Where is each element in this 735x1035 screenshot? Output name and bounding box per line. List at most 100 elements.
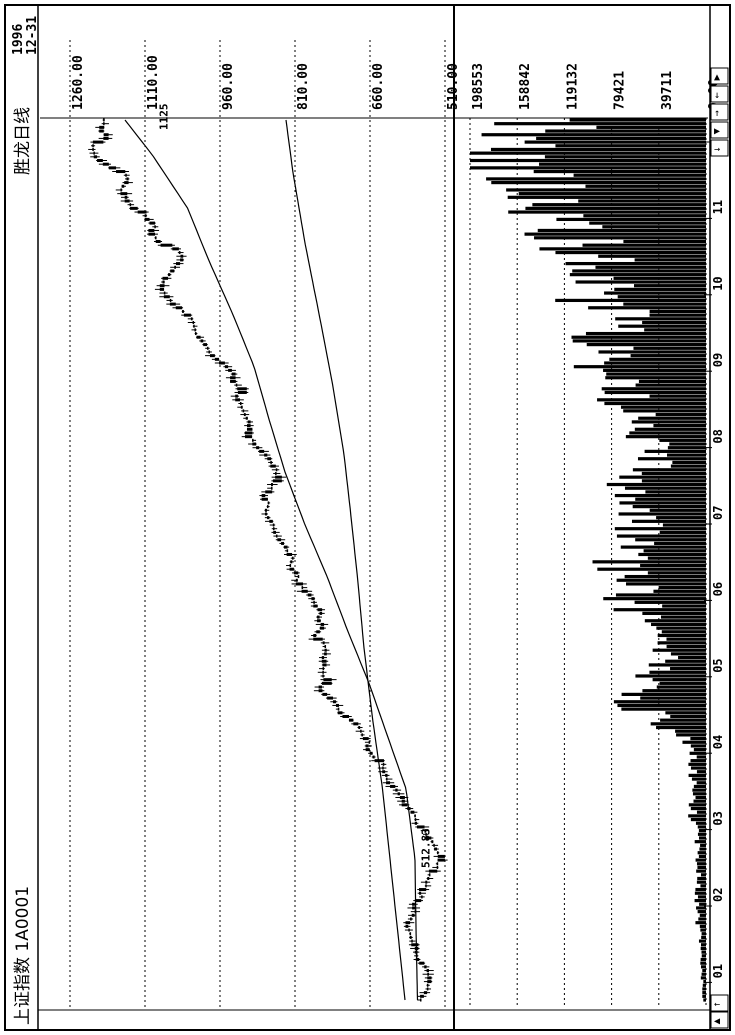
candle-body [196,335,201,339]
volume-bar [641,479,706,483]
volume-bar [588,306,706,310]
volume-bar [641,471,706,476]
candle-body [102,162,109,166]
volume-bar [491,180,706,185]
price-axis-label: 660.00 [371,63,386,110]
volume-bar [524,232,706,236]
window-frame [4,4,731,1031]
candle-body [425,880,428,884]
candle-body [405,924,409,928]
volume-bar [696,781,706,785]
candle-body [408,928,410,932]
volume-bars [470,118,706,1002]
price-axis-label: 1260.00 [71,55,86,110]
volume-bar [701,950,706,954]
volume-bar [631,420,706,424]
candle-body [169,302,176,306]
candle-body [124,195,128,199]
step-left-button[interactable]: ← [710,994,729,1012]
volume-bar [660,718,706,722]
volume-bar [634,258,706,262]
zoom-in-button[interactable]: ↑ [710,103,729,121]
candle-body [168,273,171,277]
candle-body [148,232,155,236]
volume-bar [696,755,706,759]
volume-bar [661,630,706,634]
volume-bar [619,501,706,505]
page-up-button[interactable]: ▲ [710,67,729,85]
volume-bar [694,891,706,895]
volume-bar [638,416,706,420]
candle-body [420,998,422,1002]
candle-body [410,810,415,814]
candle-body [313,604,318,608]
volume-bar [691,777,706,781]
volume-bar [667,453,706,457]
volume-bar [649,309,706,314]
candle-body [426,987,429,991]
volume-bar [697,876,706,881]
volume-bar [494,122,706,126]
volume-bar [697,865,706,870]
zoom-out-button[interactable]: ↓ [710,85,729,103]
candle-body [401,799,405,803]
month-label: 03 [711,811,725,825]
candle-body [423,991,428,995]
volume-bar [533,169,706,174]
volume-bar [586,343,706,347]
volume-bar [532,203,706,207]
candle-body [264,508,267,512]
candle-body [149,221,156,225]
volume-bar [638,379,706,384]
volume-bar [506,188,706,192]
candle-body [434,847,438,851]
volume-bar [659,681,706,685]
volume-bar [700,943,706,947]
volume-bar [621,692,706,696]
volume-bar [601,387,706,391]
volume-bar [700,843,706,847]
volume-bar [656,685,706,689]
candle-body [228,368,232,372]
volume-bar [699,913,706,917]
volume-bar [700,961,706,965]
candle-body [399,795,405,799]
candle-body [386,777,388,781]
volume-bar [658,586,706,590]
candle-body [163,295,170,299]
volume-bar [634,600,706,604]
candle-body [172,247,179,251]
month-label: 02 [711,888,725,902]
volume-bar [634,427,706,431]
candle-body [425,832,427,836]
volume-bar [585,184,706,188]
volume-bar [702,994,706,998]
candle-body [277,538,282,542]
candle-body [124,181,129,185]
candle-body [99,129,104,133]
step-right-icon: → [714,144,720,155]
candle-body [252,438,254,442]
candle-body [259,449,265,453]
volume-bar [589,221,706,225]
step-right-button[interactable]: → [710,139,729,157]
volume-bar [539,162,706,166]
volume-bar [695,887,706,892]
volume-bar [698,939,706,943]
candle-body [293,571,299,575]
volume-bar [635,538,706,542]
volume-bar [660,615,706,619]
month-label: 10 [711,276,725,290]
volume-axis-label: 198553 [471,63,486,110]
candle-body [237,387,247,391]
scroll-left-button[interactable]: ◀ [710,1011,729,1029]
month-label: 08 [711,429,725,443]
volume-bar [603,597,706,601]
candle-body [272,479,282,483]
candle-body [180,258,184,262]
volume-bar [626,582,706,586]
volume-bar [470,158,706,163]
scroll-right-button[interactable]: ▶ [710,121,729,139]
candle-body [427,976,432,980]
volume-bar [670,714,706,719]
